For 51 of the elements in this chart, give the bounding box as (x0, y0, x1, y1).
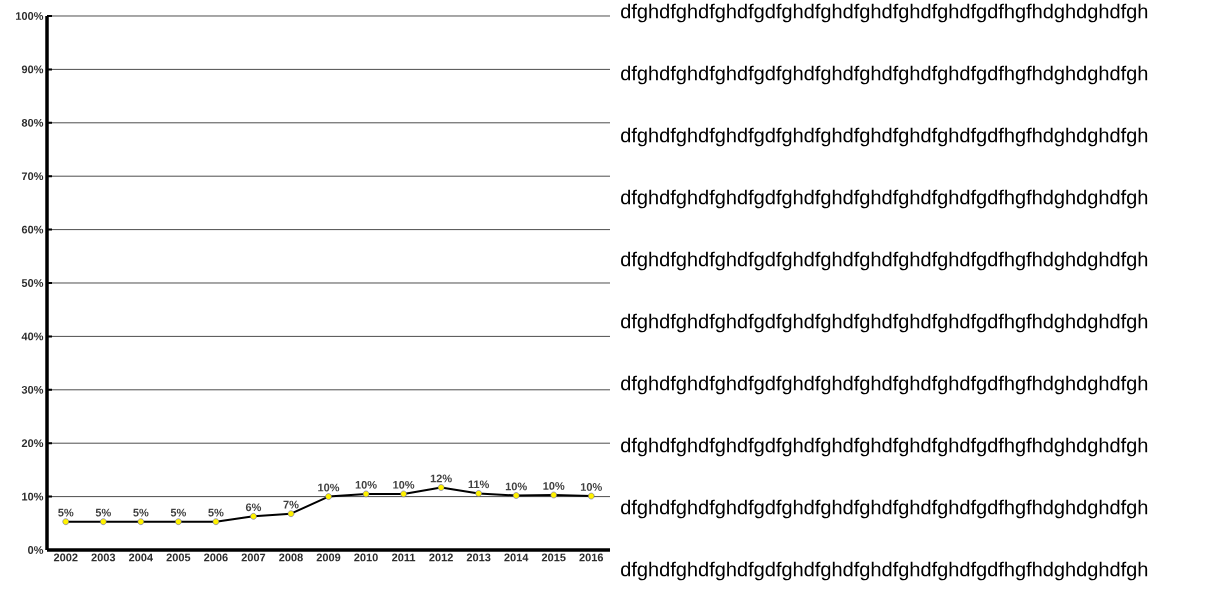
data-label: 5% (133, 508, 149, 517)
y-tick-label: 100% (16, 12, 44, 20)
y-tick-label: 10% (22, 492, 44, 501)
x-tick-label: 2007 (241, 553, 266, 562)
y-tick-label: 80% (21, 118, 44, 127)
y-tick-label: 70% (21, 172, 44, 181)
x-tick-label: 2015 (541, 553, 566, 562)
x-tick-label: 2005 (166, 553, 191, 562)
x-tick-label: 2004 (128, 553, 154, 562)
y-tick-label: 0% (28, 546, 44, 554)
data-label: 10% (393, 480, 415, 489)
x-tick-label: 2012 (429, 553, 453, 562)
text: dfghdfghdfghdfgdfghdfghdfghdfghdfghdfgdfhgfhdghdghdfgh (621, 251, 1148, 271)
y-tick-label: 20% (21, 439, 44, 448)
data-label: 10% (580, 483, 602, 491)
data-label: 5% (58, 508, 74, 517)
text: dfghdfghdfghdfgdfghdfghdfghdfghdfghdfgdfhgfhdghdghdfgh (621, 3, 1148, 23)
text: dfghdfghdfghdfgdfghdfghdfghdfghdfghdfgdfhgfhdghdghdfgh (621, 437, 1148, 457)
x-tick-label: 2010 (354, 553, 378, 562)
x-tick-label: 2014 (504, 553, 529, 562)
x-tick-label: 2011 (392, 553, 416, 562)
x-tick-label: 2016 (579, 553, 604, 562)
data-label: 12% (430, 474, 452, 483)
text: dfghdfghdfghdfgdfghdfghdfghdfghdfghdfgdfhgfhdghdghdfgh (621, 313, 1148, 333)
data-label: 11% (468, 480, 490, 489)
data-label: 7% (283, 500, 299, 509)
x-tick-label: 2002 (53, 553, 78, 562)
data-label: 10% (355, 480, 377, 489)
x-tick-label: 2003 (91, 553, 116, 562)
data-label: 5% (208, 508, 224, 517)
data-label: 6% (245, 503, 262, 512)
text: dfghdfghdfghdfgdfghdfghdfghdfghdfghdfgdfhgfhdghdghdfgh (621, 127, 1148, 147)
data-label: 10% (318, 483, 340, 492)
x-tick-label: 2009 (316, 553, 341, 562)
y-tick-label: 50% (21, 279, 44, 287)
data-label: 10% (543, 482, 565, 490)
text: dfghdfghdfghdfgdfghdfghdfghdfghdfghdfgdfhgfhdghdghdfgh (621, 375, 1148, 395)
data-label: 5% (170, 508, 187, 517)
x-tick-label: 2013 (466, 553, 491, 562)
y-tick-label: 40% (21, 332, 44, 341)
data-label: 5% (95, 508, 111, 517)
text: dfghdfghdfghdfgdfghdfghdfghdfghdfghdfgdfhgfhdghdghdfgh (621, 561, 1148, 581)
data-label: 10% (505, 482, 527, 491)
x-tick-label: 2008 (279, 553, 303, 562)
x-tick-label: 2006 (204, 553, 228, 562)
text: dfghdfghdfghdfgdfghdfghdfghdfghdfghdfgdfhgfhdghdghdfgh (621, 499, 1148, 519)
y-tick-label: 60% (21, 225, 44, 234)
text: dfghdfghdfghdfgdfghdfghdfghdfghdfghdfgdfhgfhdghdghdfgh (621, 65, 1148, 85)
text: dfghdfghdfghdfgdfghdfghdfghdfghdfghdfgdfhgfhdghdghdfgh (621, 189, 1148, 209)
y-tick-label: 30% (21, 385, 44, 394)
y-tick-label: 90% (21, 65, 44, 74)
